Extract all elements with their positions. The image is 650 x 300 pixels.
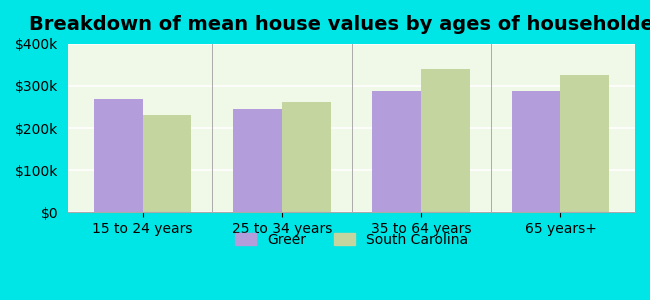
Bar — [560, 75, 609, 212]
Bar — [282, 102, 331, 212]
Bar — [142, 116, 191, 212]
Bar — [372, 92, 421, 212]
Bar — [94, 99, 142, 212]
Bar — [233, 109, 282, 212]
Title: Breakdown of mean house values by ages of householders: Breakdown of mean house values by ages o… — [29, 15, 650, 34]
Bar — [512, 92, 560, 212]
Legend: Greer, South Carolina: Greer, South Carolina — [229, 227, 473, 253]
Bar — [421, 69, 470, 212]
